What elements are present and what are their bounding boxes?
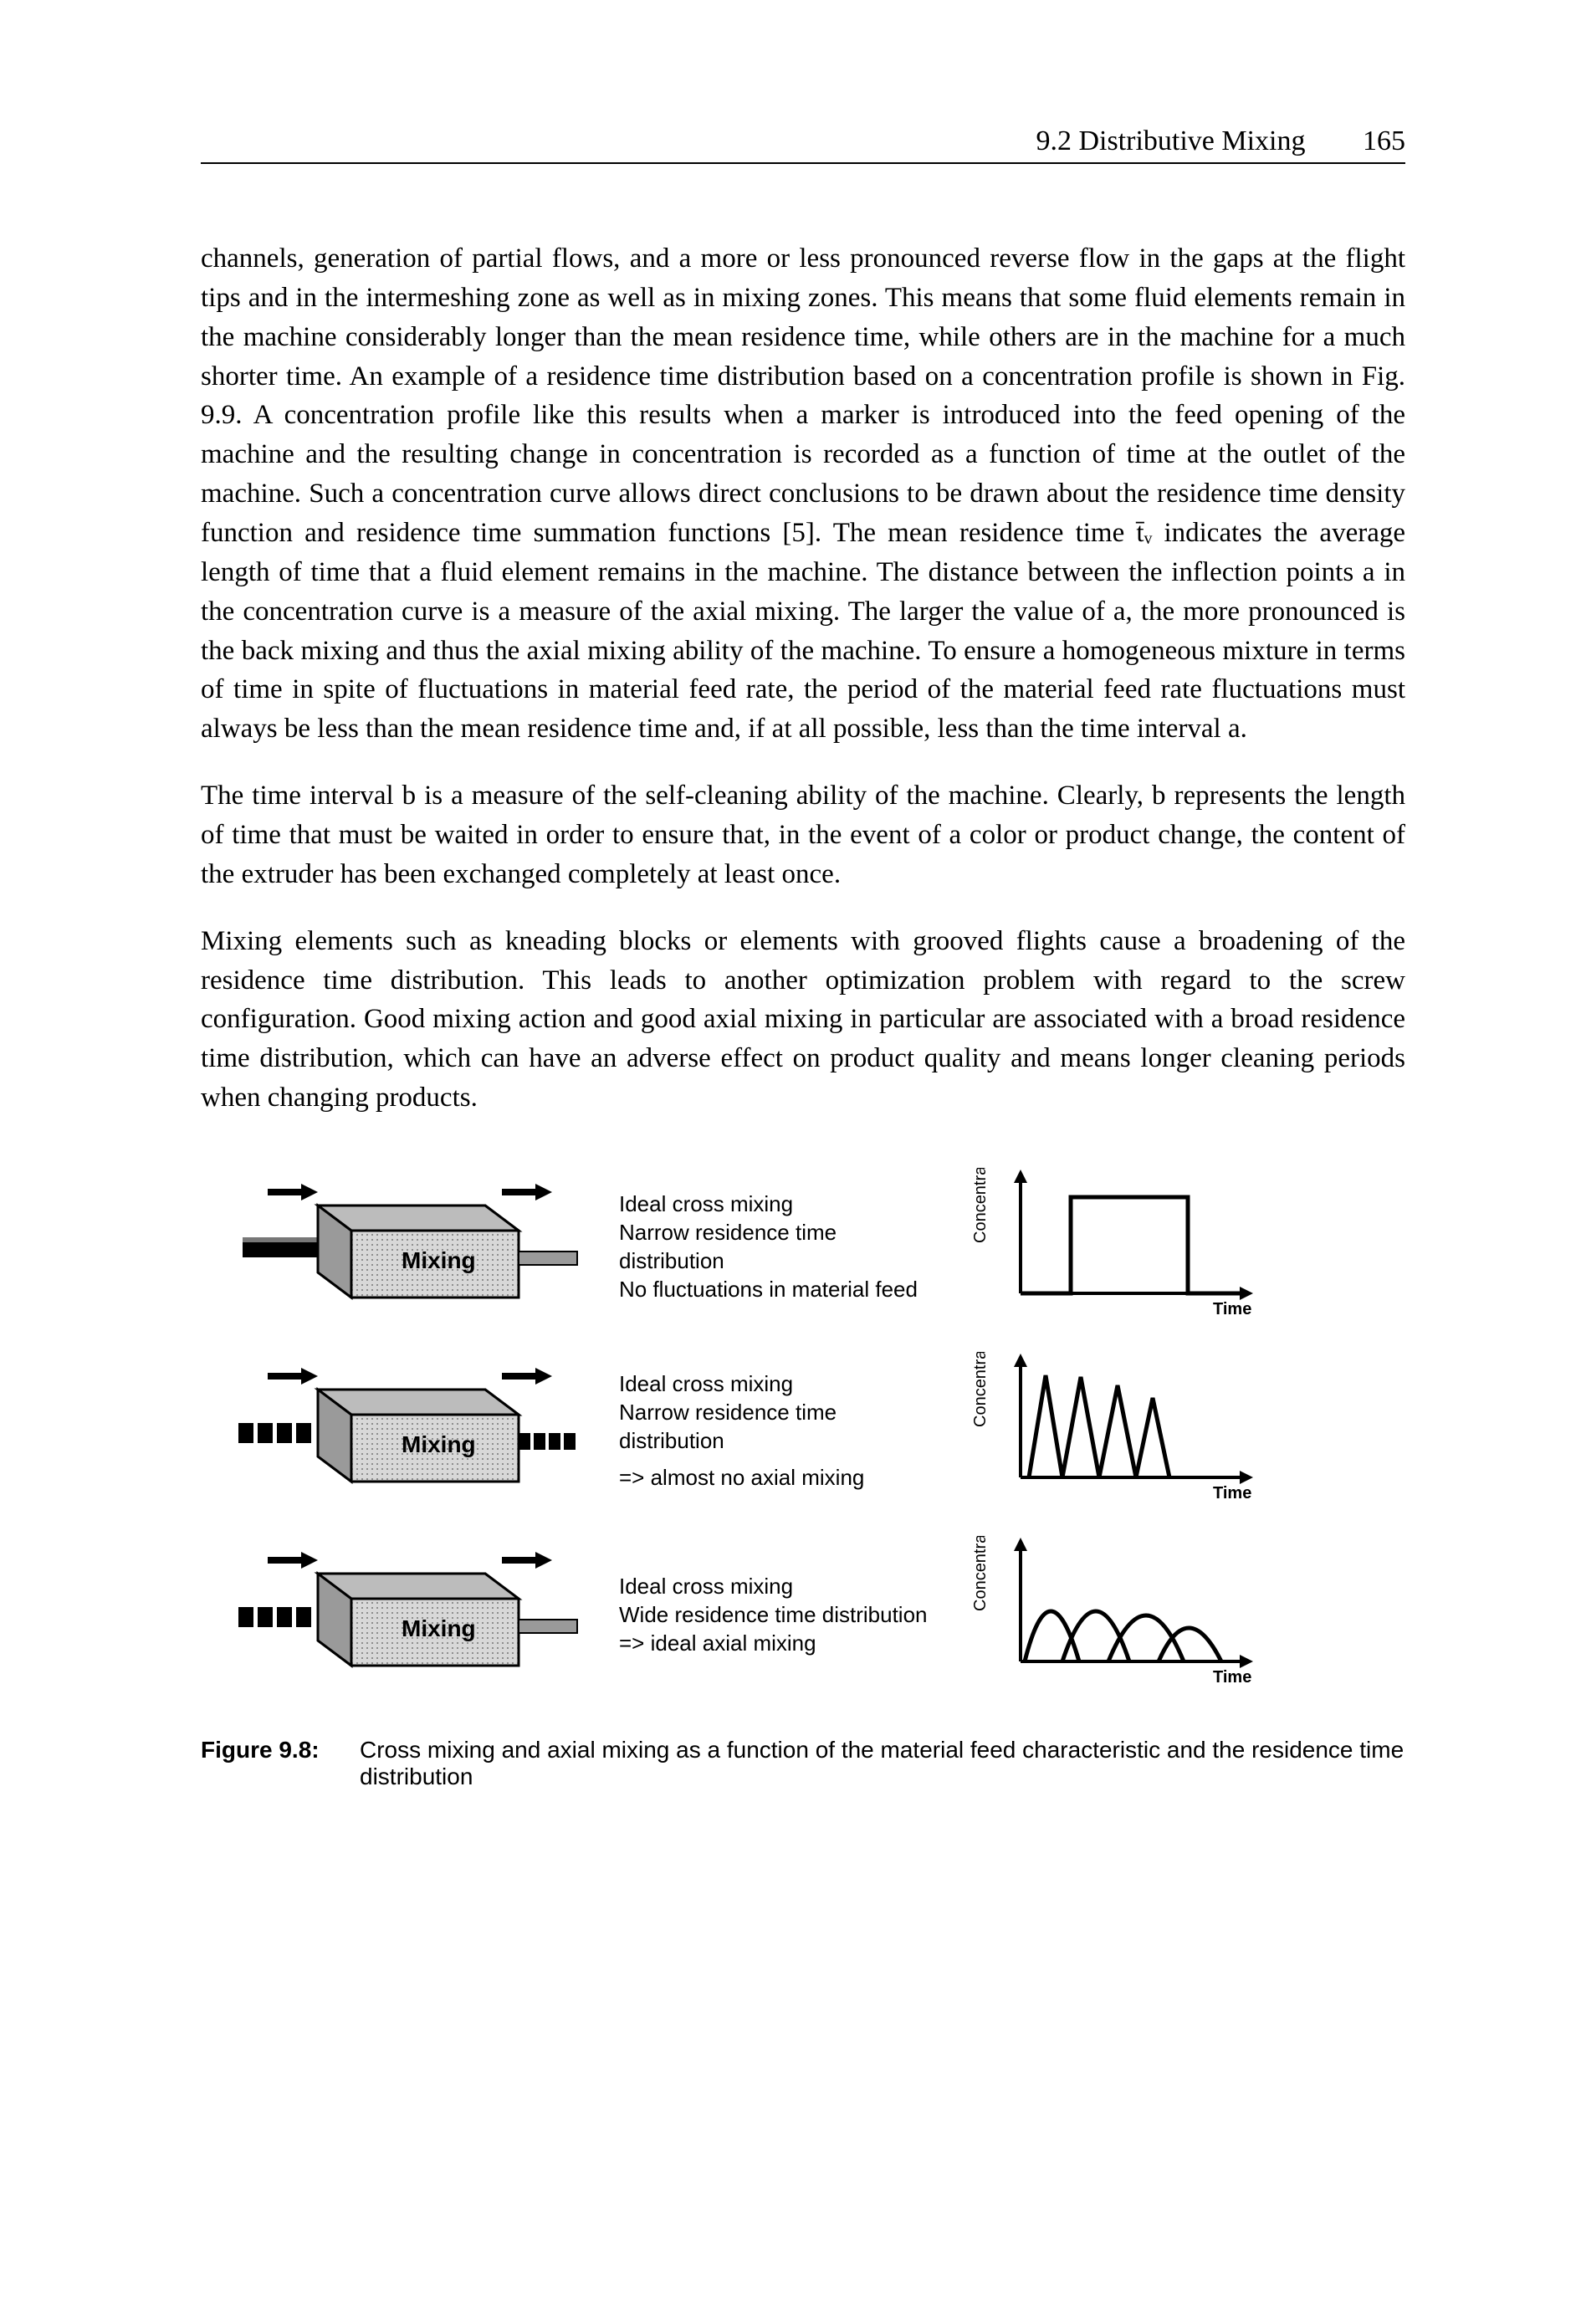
paragraph-2: The time interval b is a measure of the … bbox=[201, 776, 1405, 894]
figure-row-1: Mixing Ideal cross mixing Narrow residen… bbox=[234, 1168, 1405, 1327]
chart1-xlabel: Time bbox=[1213, 1300, 1251, 1318]
figure-row-2: Mixing Ideal cross mixing Narrow residen… bbox=[234, 1352, 1405, 1511]
mixer-diagram-2: Mixing bbox=[234, 1356, 586, 1507]
figure-caption-label: Figure 9.8: bbox=[201, 1737, 360, 1790]
segmented-output-icon bbox=[519, 1433, 576, 1450]
mixer-diagram-3: Mixing bbox=[234, 1540, 586, 1691]
chart-3-humps: Concentration Time bbox=[970, 1536, 1271, 1695]
mixer-desc-2: Ideal cross mixing Narrow residence time… bbox=[619, 1370, 937, 1492]
figure-row-3: Mixing Ideal cross mixing Wide residence… bbox=[234, 1536, 1405, 1695]
desc-2-line-1: Ideal cross mixing bbox=[619, 1370, 937, 1399]
page: 9.2 Distributive Mixing 165 channels, ge… bbox=[0, 0, 1581, 2324]
mixer-label-1: Mixing bbox=[402, 1247, 476, 1273]
page-number: 165 bbox=[1363, 125, 1405, 156]
desc-2-line-2: Narrow residence time distribution bbox=[619, 1399, 937, 1456]
segmented-input-icon-3 bbox=[238, 1607, 311, 1627]
chart3-xlabel: Time bbox=[1213, 1668, 1251, 1687]
chart1-ylabel: Concentration bbox=[971, 1168, 990, 1243]
section-title: 9.2 Distributive Mixing bbox=[1036, 125, 1305, 156]
chart3-ylabel: Concentration bbox=[971, 1536, 990, 1611]
mixer-label-3: Mixing bbox=[402, 1615, 476, 1641]
paragraph-3: Mixing elements such as kneading blocks … bbox=[201, 922, 1405, 1118]
desc-1-line-2: Narrow residence time distribution bbox=[619, 1219, 937, 1276]
mixer-diagram-1: Mixing bbox=[234, 1172, 586, 1323]
chart2-ylabel: Concentration bbox=[971, 1352, 990, 1427]
chart-1-step: Concentration Time bbox=[970, 1168, 1271, 1327]
figure-rows: Mixing Ideal cross mixing Narrow residen… bbox=[234, 1168, 1405, 1695]
page-header: 9.2 Distributive Mixing 165 bbox=[201, 125, 1405, 164]
desc-1-line-1: Ideal cross mixing bbox=[619, 1190, 937, 1219]
desc-3-line-2: Wide residence time distribution bbox=[619, 1601, 937, 1630]
chart2-xlabel: Time bbox=[1213, 1484, 1251, 1502]
desc-3-line-1: Ideal cross mixing bbox=[619, 1573, 937, 1601]
paragraph-1: channels, generation of partial flows, a… bbox=[201, 239, 1405, 749]
mixer-desc-3: Ideal cross mixing Wide residence time d… bbox=[619, 1573, 937, 1657]
figure-caption: Figure 9.8: Cross mixing and axial mixin… bbox=[201, 1737, 1405, 1790]
figure-9-8: Mixing Ideal cross mixing Narrow residen… bbox=[201, 1168, 1405, 1790]
desc-2-line-3: => almost no axial mixing bbox=[619, 1464, 937, 1492]
chart-2-spikes: Concentration Time bbox=[970, 1352, 1271, 1511]
mixer-label-2: Mixing bbox=[402, 1431, 476, 1457]
desc-1-line-3: No fluctuations in material feed bbox=[619, 1276, 937, 1304]
segmented-input-icon bbox=[238, 1423, 311, 1443]
figure-caption-text: Cross mixing and axial mixing as a funct… bbox=[360, 1737, 1405, 1790]
desc-3-line-3: => ideal axial mixing bbox=[619, 1630, 937, 1658]
mixer-desc-1: Ideal cross mixing Narrow residence time… bbox=[619, 1190, 937, 1303]
